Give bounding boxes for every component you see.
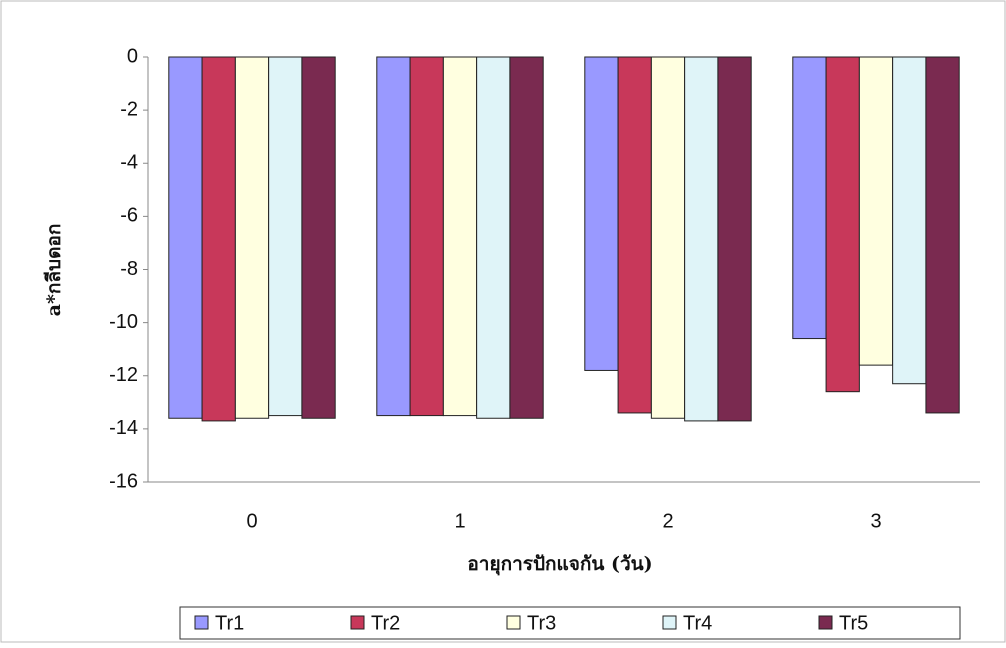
legend-swatch: [351, 616, 364, 629]
legend-swatch: [819, 616, 832, 629]
legend-label: Tr1: [215, 612, 244, 634]
bar: [477, 57, 510, 418]
legend-swatch: [663, 616, 676, 629]
bar: [926, 57, 959, 413]
y-tick-label: -6: [120, 205, 138, 227]
legend-swatch: [507, 616, 520, 629]
bar: [826, 57, 859, 392]
legend-label: Tr2: [371, 612, 400, 634]
bar: [585, 57, 618, 370]
y-tick-label: -2: [120, 98, 138, 120]
x-axis-label: อายุการปักแจกัน (วัน): [467, 553, 652, 576]
y-tick-label: -16: [109, 470, 138, 492]
legend-label: Tr4: [683, 612, 712, 634]
x-tick-label: 1: [454, 510, 465, 532]
bar: [793, 57, 826, 339]
legend-swatch: [195, 616, 208, 629]
bar: [651, 57, 684, 418]
bar: [302, 57, 335, 418]
bar: [718, 57, 751, 421]
bar: [893, 57, 926, 384]
bar: [443, 57, 476, 416]
x-tick-label: 3: [870, 510, 881, 532]
y-tick-label: 0: [127, 45, 138, 67]
legend-label: Tr5: [839, 612, 868, 634]
bar: [618, 57, 651, 413]
x-tick-label: 0: [246, 510, 257, 532]
bar: [859, 57, 892, 365]
bar: [169, 57, 202, 418]
y-tick-label: -12: [109, 364, 138, 386]
bar: [410, 57, 443, 416]
bar: [202, 57, 235, 421]
y-tick-label: -8: [120, 258, 138, 280]
bar: [269, 57, 302, 416]
chart: a*กลีบดอก อายุการปักแจกัน (วัน) -16 -14 -1…: [0, 0, 1006, 643]
y-tick-label: -10: [109, 311, 138, 333]
legend-label: Tr3: [527, 612, 556, 634]
x-tick-label: 2: [662, 510, 673, 532]
bar: [235, 57, 268, 418]
y-tick-label: -14: [109, 417, 138, 439]
bar: [377, 57, 410, 416]
y-axis-label: a*กลีบดอก: [43, 224, 65, 317]
bar: [685, 57, 718, 421]
y-tick-label: -4: [120, 152, 138, 174]
bar: [510, 57, 543, 418]
